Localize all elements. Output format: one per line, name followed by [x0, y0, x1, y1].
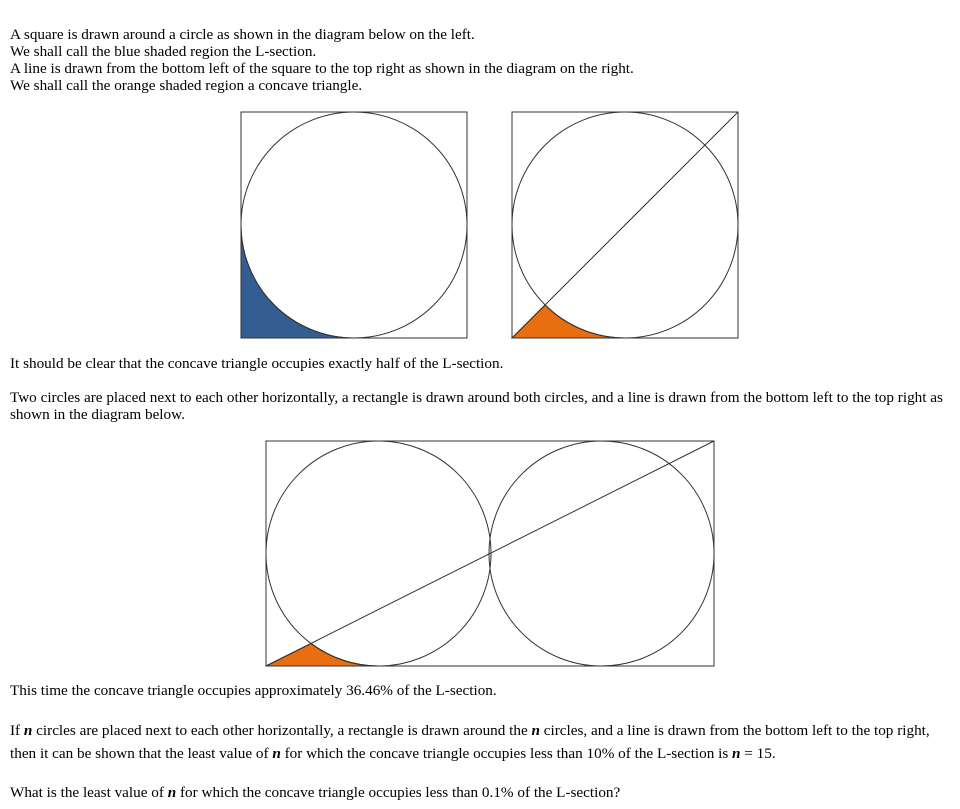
percent-statement: This time the concave triangle occupies … — [10, 682, 497, 699]
general-text-5: = 15. — [740, 745, 776, 762]
diagonal-line — [265, 440, 715, 667]
variable-n: n — [732, 745, 741, 762]
l-section-region — [240, 224, 355, 339]
l-section-diagram — [240, 111, 468, 339]
circle-2 — [488, 440, 715, 667]
general-text-3: circles, and a line is drawn from the bo… — [10, 722, 930, 762]
variable-n: n — [272, 745, 281, 762]
two-circles-statement: Two circles are placed next to each othe… — [10, 389, 943, 423]
concave-triangle-diagram — [510, 111, 739, 339]
square-outline — [240, 111, 468, 339]
half-statement: It should be clear that the concave tria… — [10, 355, 504, 372]
intro-line-3: A line is drawn from the bottom left of … — [10, 60, 634, 77]
diagonal-line — [511, 111, 739, 339]
question-text-1: What is the least value of — [10, 784, 168, 801]
question: What is the least value of n for which t… — [10, 784, 620, 801]
general-text-2: circles are placed next to each other ho… — [32, 722, 532, 739]
intro-line-4: We shall call the orange shaded region a… — [10, 77, 363, 94]
variable-n: n — [531, 722, 540, 739]
intro-line-2: We shall call the blue shaded region the… — [10, 43, 317, 60]
circle-1 — [265, 440, 492, 667]
concave-triangle-region — [265, 642, 379, 667]
general-statement: If n circles are placed next to each oth… — [10, 719, 955, 765]
two-circles-diagram — [265, 440, 715, 667]
variable-n: n — [23, 722, 33, 739]
inscribed-circle — [511, 111, 739, 339]
intro-line-1: A square is drawn around a circle as sho… — [10, 26, 475, 43]
general-text-1: If — [10, 722, 24, 739]
question-text-2: for which the concave triangle occupies … — [176, 784, 621, 801]
variable-n: n — [167, 784, 177, 801]
general-text-4: for which the concave triangle occupies … — [280, 745, 733, 762]
inscribed-circle — [240, 111, 468, 339]
